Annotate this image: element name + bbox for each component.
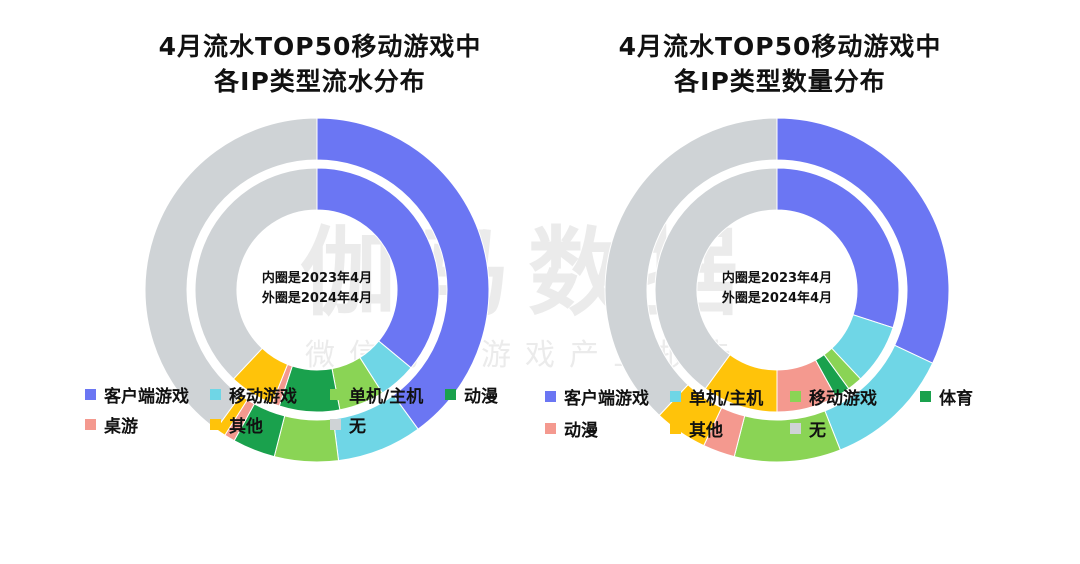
legend-item: 其他	[670, 416, 723, 441]
legend-item: 单机/主机	[670, 384, 764, 409]
legend-item: 其他	[210, 412, 263, 437]
legend-swatch	[445, 388, 456, 400]
legend-label: 无	[349, 416, 366, 437]
legend-row: 桌游 其他 无	[85, 412, 555, 437]
legend-item: 移动游戏	[210, 382, 297, 407]
legend-swatch	[210, 418, 221, 430]
legend-label: 其他	[689, 420, 723, 441]
legend-item: 无	[330, 412, 366, 437]
legend-label: 无	[809, 420, 826, 441]
legend-swatch	[790, 422, 801, 434]
chart-title-line2: 各IP类型数量分布	[674, 67, 886, 96]
legend-row: 客户端游戏 移动游戏 单机/主机 动漫	[85, 382, 555, 407]
inner-ring-slice-0	[316, 167, 440, 369]
legend-swatch	[330, 388, 341, 400]
legend-swatch	[920, 390, 931, 402]
legend-label: 移动游戏	[809, 388, 877, 409]
center-label: 外圈是2024年4月	[261, 290, 372, 306]
legend-item: 体育	[920, 384, 973, 409]
outer-ring-slice-6	[144, 117, 318, 430]
center-label: 外圈是2024年4月	[721, 290, 832, 306]
legend-item: 客户端游戏	[545, 384, 649, 409]
legend-item: 动漫	[545, 416, 598, 441]
chart-title-line1: 4月流水TOP50移动游戏中	[158, 32, 482, 61]
legend-label: 桌游	[104, 416, 138, 437]
legend-swatch	[210, 388, 221, 400]
legend-label: 客户端游戏	[564, 388, 649, 409]
outer-ring-slice-6	[604, 117, 778, 417]
legend-item: 桌游	[85, 412, 138, 437]
legend-label: 动漫	[464, 386, 498, 407]
chart-title-line1: 4月流水TOP50移动游戏中	[618, 32, 942, 61]
inner-ring-slice-6	[654, 167, 778, 390]
center-label: 内圈是2023年4月	[722, 270, 832, 286]
legend-swatch	[545, 390, 556, 402]
inner-ring-slice-6	[194, 167, 318, 380]
legend-label: 动漫	[564, 420, 598, 441]
legend-swatch	[85, 418, 96, 430]
legend-row: 客户端游戏 单机/主机 移动游戏 体育	[545, 384, 1015, 409]
legend-label: 单机/主机	[349, 386, 424, 407]
legend-item: 单机/主机	[330, 382, 424, 407]
legend-row: 动漫 其他 无	[545, 416, 1015, 441]
legend-swatch	[85, 388, 96, 400]
chart-title-line2: 各IP类型流水分布	[214, 67, 426, 96]
chart-panel-count: 4月流水TOP50移动游戏中 各IP类型数量分布 内圈是2023年4月 外圈是20…	[545, 0, 1015, 564]
legend-label: 体育	[939, 388, 973, 409]
legend-label: 移动游戏	[229, 386, 297, 407]
chart-panel-revenue: 4月流水TOP50移动游戏中 各IP类型流水分布 内圈是2023年4月 外圈是20…	[85, 0, 555, 564]
legend-item: 动漫	[445, 382, 498, 407]
legend-label: 客户端游戏	[104, 386, 189, 407]
legend-swatch	[670, 390, 681, 402]
legend-item: 无	[790, 416, 826, 441]
legend-label: 其他	[229, 416, 263, 437]
outer-ring-slice-0	[316, 117, 490, 430]
legend-item: 移动游戏	[790, 384, 877, 409]
legend-swatch	[670, 422, 681, 434]
legend-swatch	[790, 390, 801, 402]
center-label: 内圈是2023年4月	[262, 270, 372, 286]
legend-label: 单机/主机	[689, 388, 764, 409]
legend-item: 客户端游戏	[85, 382, 189, 407]
legend-swatch	[545, 422, 556, 434]
legend-swatch	[330, 418, 341, 430]
